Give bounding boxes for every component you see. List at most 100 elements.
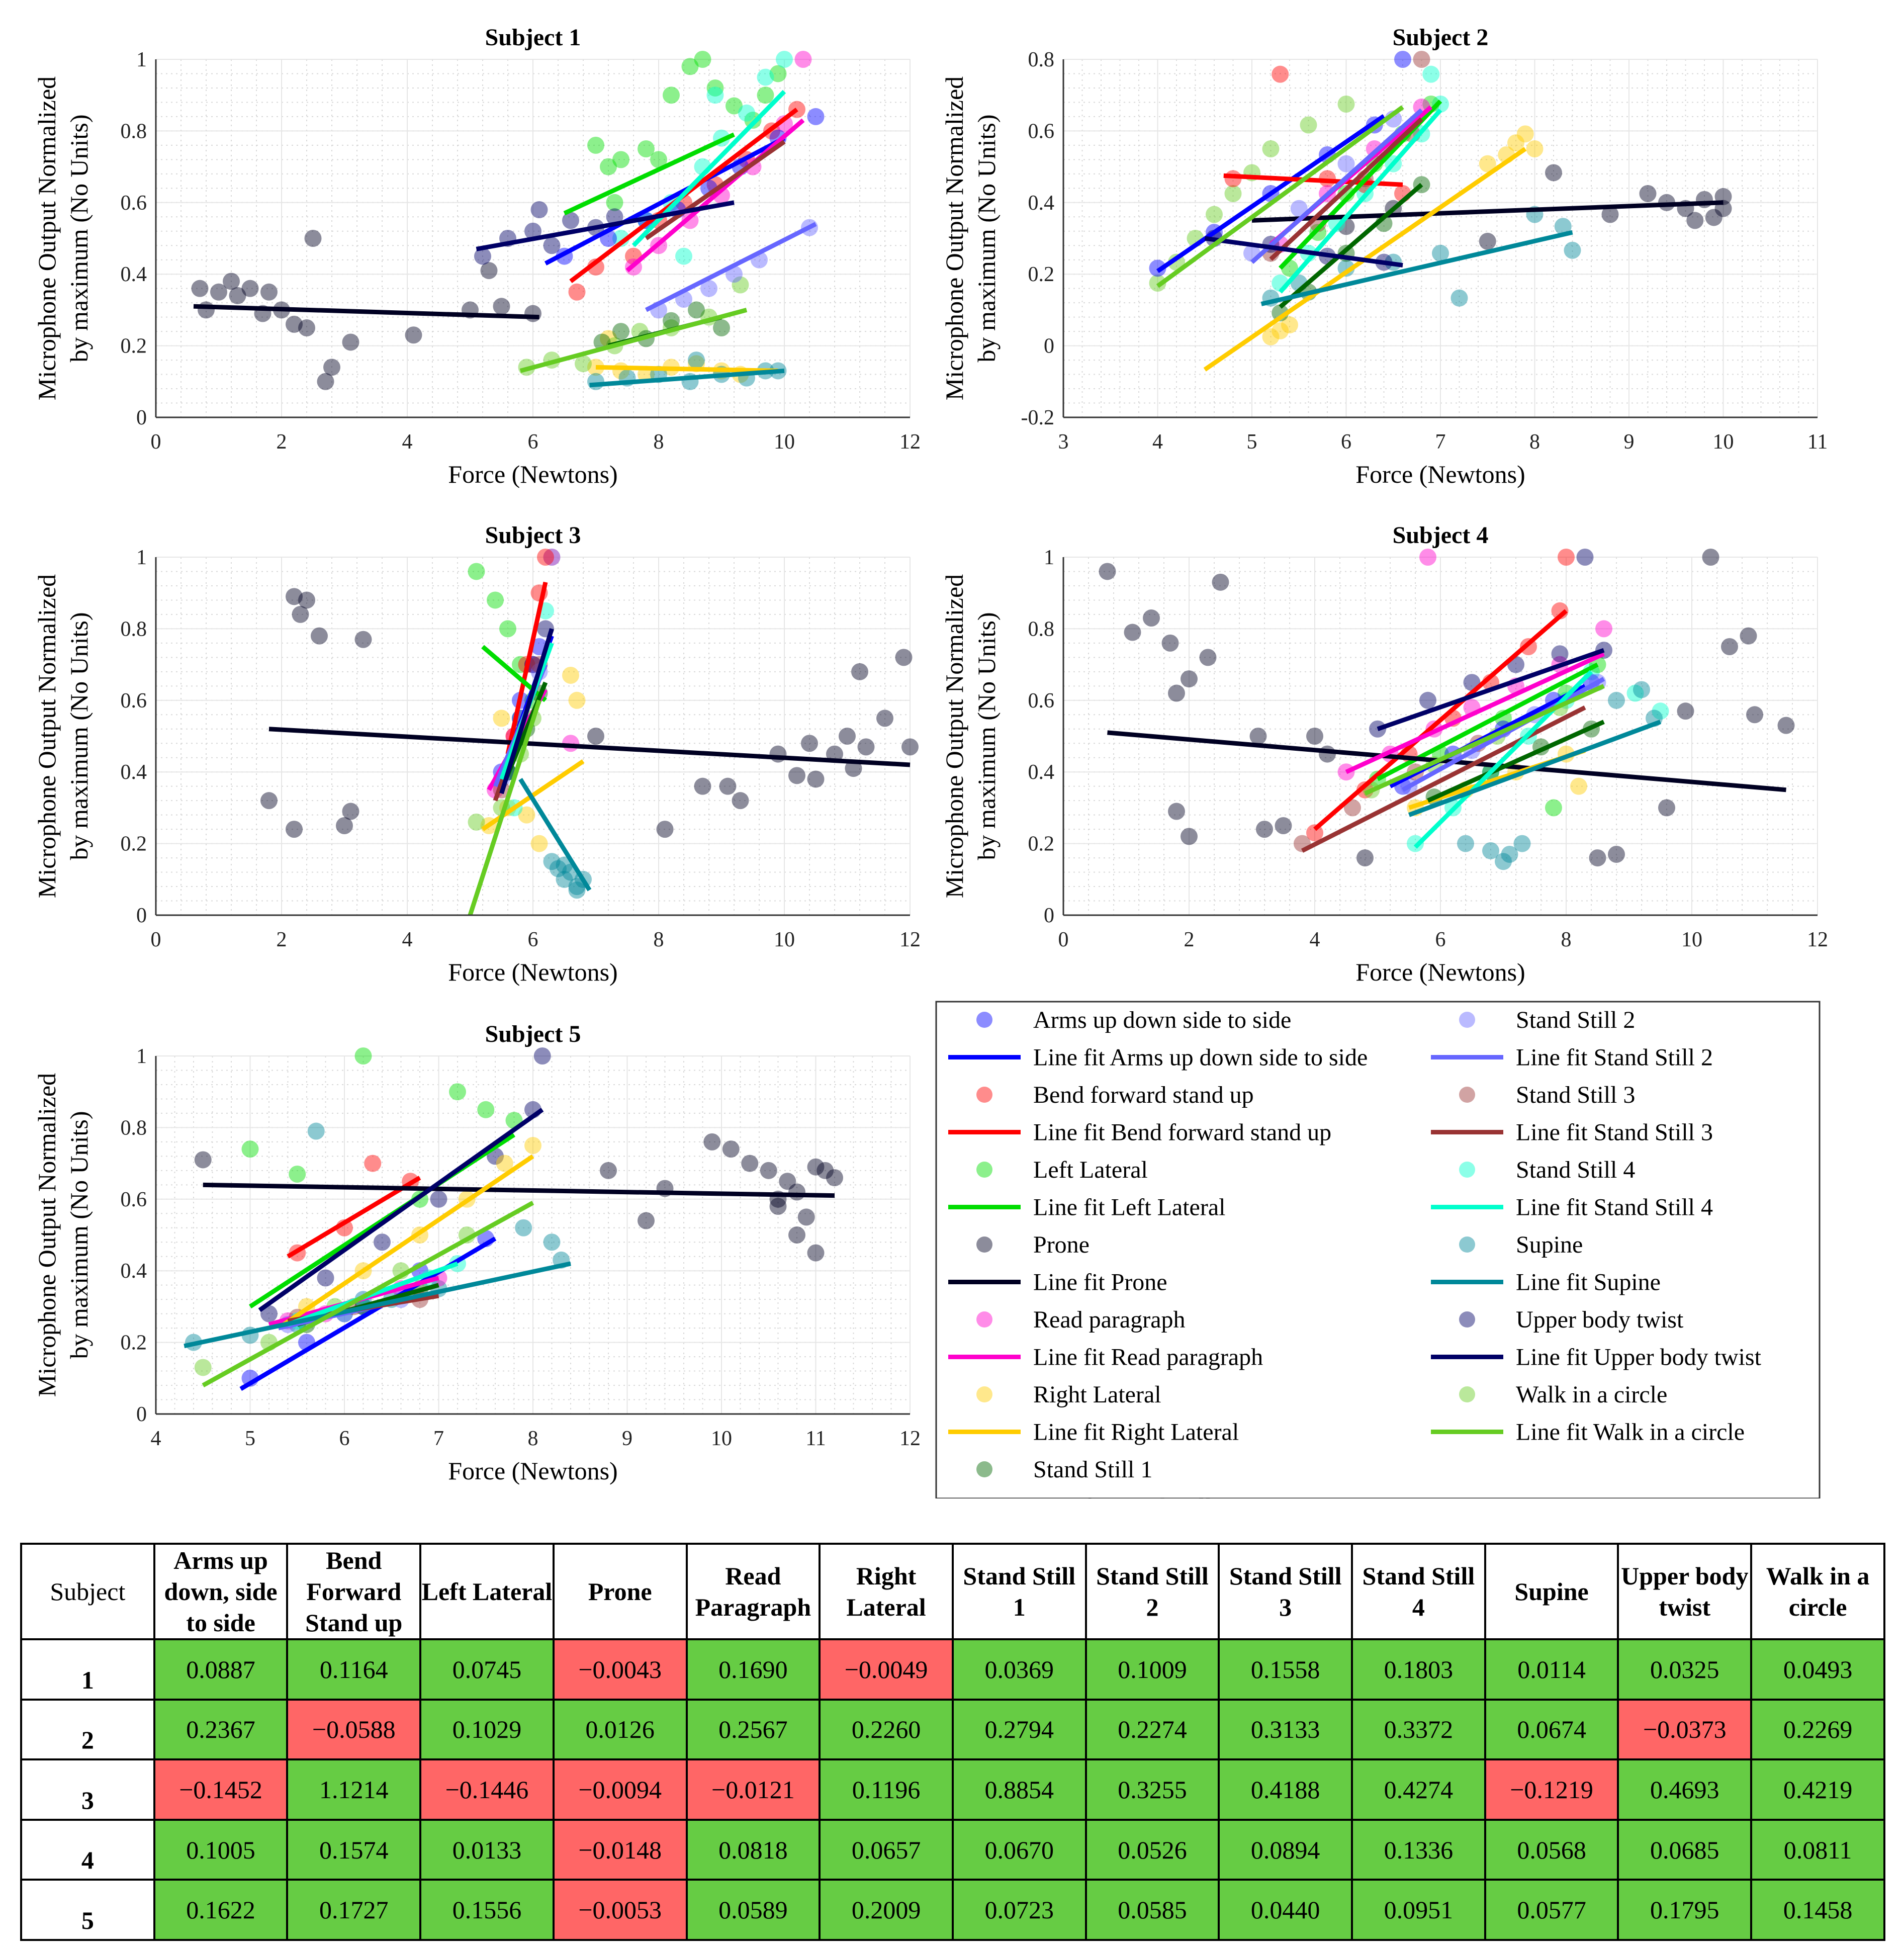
table-cell: 0.0657 <box>819 1818 954 1881</box>
legend-label: Walk in a circle <box>1516 1381 1667 1408</box>
data-point <box>694 51 711 68</box>
data-point <box>663 312 680 329</box>
data-point <box>311 627 328 645</box>
fit-line <box>1345 652 1605 774</box>
data-point <box>807 1158 825 1176</box>
table-header-cell: Arms up down, side to side <box>153 1543 289 1640</box>
table-cell: −0.0094 <box>552 1758 688 1821</box>
data-point <box>1413 51 1430 68</box>
table-subject-cell: 1 <box>20 1638 155 1701</box>
data-point <box>1306 824 1323 842</box>
legend-label: Stand Still 3 <box>1516 1082 1635 1108</box>
data-point <box>568 283 586 301</box>
table-cell: 0.3372 <box>1351 1698 1486 1761</box>
table-cell: 0.2260 <box>819 1698 954 1761</box>
legend-label: Line fit Bend forward stand up <box>1033 1119 1331 1146</box>
table-cell: 0.0133 <box>419 1818 555 1881</box>
fit-line <box>268 727 911 767</box>
data-point <box>286 588 303 605</box>
table-cell: −0.1452 <box>153 1758 289 1821</box>
x-tick-label: 10 <box>774 928 795 951</box>
data-point <box>342 333 359 351</box>
data-point <box>1479 155 1496 172</box>
fit-line <box>287 1176 421 1259</box>
data-point <box>1677 702 1694 720</box>
y-tick-label: 0.6 <box>1028 120 1055 143</box>
chart-panel: 0 2 4 6 8 10 12 0 0.2 0.4 0.6 0.8 1 Subject 1 Force (N… <box>33 24 921 488</box>
x-tick-label: 9 <box>1624 430 1635 454</box>
legend-marker <box>976 1461 992 1477</box>
table-cell: 0.2274 <box>1084 1698 1220 1761</box>
data-point <box>1224 185 1242 202</box>
data-point <box>788 1226 805 1244</box>
table-cell: −0.0148 <box>552 1818 688 1881</box>
table-cell: 0.1727 <box>286 1879 422 1941</box>
table-cell: 0.2269 <box>1750 1698 1885 1761</box>
data-point <box>543 549 561 566</box>
fit-line <box>258 1108 544 1312</box>
fit-line <box>1427 720 1605 803</box>
y-tick-label: 0.8 <box>121 617 147 641</box>
data-point <box>1212 573 1229 591</box>
table-cell: 0.1009 <box>1084 1638 1220 1701</box>
x-tick-label: 8 <box>654 430 664 454</box>
data-point <box>757 68 774 86</box>
data-point <box>901 738 919 756</box>
table-cell: −0.0121 <box>685 1758 821 1821</box>
legend-label: Stand Still 4 <box>1516 1157 1635 1183</box>
legend-marker <box>1459 1386 1475 1402</box>
legend-label: Line fit Stand Still 3 <box>1516 1119 1713 1146</box>
data-point <box>364 1155 382 1172</box>
table-header-cell: Walk in a circle <box>1750 1543 1885 1640</box>
data-point <box>1589 849 1606 867</box>
data-point <box>1457 835 1474 852</box>
data-point <box>480 262 498 280</box>
fit-line <box>476 200 735 251</box>
data-point <box>826 1169 843 1187</box>
data-point <box>1272 322 1289 339</box>
x-tick-label: 3 <box>1058 430 1069 454</box>
data-point <box>1143 609 1160 627</box>
y-tick-label: 0.8 <box>1028 617 1055 641</box>
data-point <box>1149 259 1166 277</box>
y-axis-label-line: by maximum (No Units) <box>972 114 1001 362</box>
data-point <box>706 79 724 97</box>
table-cell: 0.1803 <box>1351 1638 1486 1701</box>
table-row: 1 0.0887 0.1164 0.0745 −0.0043 0.1690 −0.0049 0… <box>20 1638 1885 1701</box>
table-subject-cell: 2 <box>20 1698 155 1761</box>
table-cell: 0.3133 <box>1218 1698 1353 1761</box>
data-point <box>1407 835 1424 852</box>
table-header-cell: Prone <box>552 1543 688 1640</box>
y-axis-label-line: by maximum (No Units) <box>65 612 93 860</box>
fit-line <box>499 628 554 794</box>
data-point <box>537 549 554 566</box>
y-tick-label: 0 <box>136 904 147 927</box>
fit-line <box>1413 670 1593 849</box>
x-tick-label: 6 <box>1435 928 1446 951</box>
data-point <box>1595 620 1612 638</box>
data-point <box>807 1244 825 1262</box>
data-point <box>600 1162 617 1179</box>
chart-panel: 3 4 5 6 7 8 9 10 11 -0.2 0 0.2 0.4 0.6 0.8 Subject 2 For… <box>940 24 1828 488</box>
table-subject-cell: 4 <box>20 1818 155 1881</box>
data-point <box>1300 116 1317 134</box>
table-row: 4 0.1005 0.1574 0.0133 −0.0148 0.0818 0.0657 0.… <box>20 1818 1885 1881</box>
data-point <box>354 631 372 648</box>
fit-line <box>1156 114 1386 273</box>
fit-line <box>519 308 748 373</box>
data-point <box>1337 155 1355 172</box>
table-cell: 0.4693 <box>1617 1758 1753 1821</box>
x-tick-label: 9 <box>622 1427 632 1450</box>
data-point <box>1601 206 1619 223</box>
table-header-cell: Stand Still 2 <box>1084 1543 1220 1640</box>
data-point <box>688 351 705 369</box>
chart-title: Subject 2 <box>1393 24 1489 51</box>
data-point <box>405 326 422 344</box>
table-cell: 0.0685 <box>1617 1818 1753 1881</box>
data-point <box>543 1233 561 1251</box>
table-row: 5 0.1622 0.1727 0.1556 −0.0053 0.0589 0.2009 0.… <box>20 1879 1885 1941</box>
y-axis-label-line: Microphone Output Normalized <box>33 574 61 898</box>
y-axis-label-line: Microphone Output Normalized <box>33 76 61 400</box>
y-tick-label: 0.6 <box>121 1188 147 1211</box>
x-axis-label: Force (Newtons) <box>448 1457 617 1485</box>
